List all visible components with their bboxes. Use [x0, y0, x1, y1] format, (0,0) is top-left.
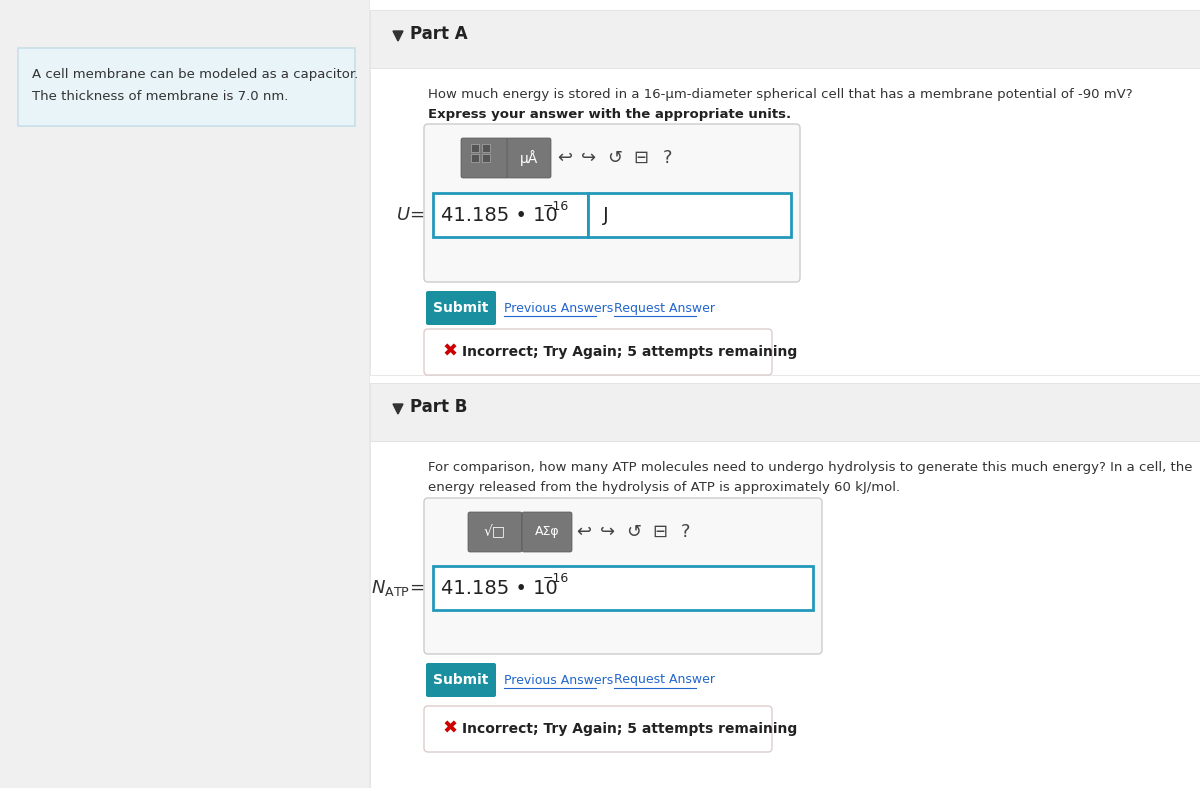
Text: √□: √□ [484, 525, 506, 539]
FancyBboxPatch shape [470, 144, 479, 152]
Text: Submit: Submit [433, 301, 488, 315]
Text: −16: −16 [542, 573, 569, 585]
Text: ✖: ✖ [442, 720, 457, 738]
FancyBboxPatch shape [588, 193, 791, 237]
FancyBboxPatch shape [470, 154, 479, 162]
Text: energy released from the hydrolysis of ATP is approximately 60 kJ/mol.: energy released from the hydrolysis of A… [428, 481, 900, 494]
Text: Part B: Part B [410, 398, 467, 416]
Text: Request Answer: Request Answer [614, 302, 715, 314]
FancyBboxPatch shape [482, 154, 490, 162]
FancyBboxPatch shape [426, 663, 496, 697]
FancyBboxPatch shape [18, 48, 355, 126]
FancyBboxPatch shape [370, 383, 1200, 441]
FancyBboxPatch shape [426, 291, 496, 325]
FancyBboxPatch shape [424, 498, 822, 654]
FancyBboxPatch shape [424, 124, 800, 282]
Text: Previous Answers: Previous Answers [504, 674, 613, 686]
Text: 41.185 • 10: 41.185 • 10 [442, 578, 558, 597]
Text: −16: −16 [542, 199, 569, 213]
Text: Express your answer with the appropriate units.: Express your answer with the appropriate… [428, 108, 791, 121]
Text: Part A: Part A [410, 25, 468, 43]
Text: ?: ? [682, 523, 691, 541]
FancyBboxPatch shape [370, 10, 1200, 68]
Text: Incorrect; Try Again; 5 attempts remaining: Incorrect; Try Again; 5 attempts remaini… [462, 722, 797, 736]
FancyBboxPatch shape [433, 566, 814, 610]
FancyBboxPatch shape [424, 329, 772, 375]
Text: ↺: ↺ [626, 523, 642, 541]
Text: Previous Answers: Previous Answers [504, 302, 613, 314]
FancyBboxPatch shape [468, 512, 522, 552]
Text: ?: ? [662, 149, 672, 167]
FancyBboxPatch shape [370, 68, 1200, 375]
Text: ⊟: ⊟ [634, 149, 648, 167]
Text: Submit: Submit [433, 673, 488, 687]
Text: For comparison, how many ATP molecules need to undergo hydrolysis to generate th: For comparison, how many ATP molecules n… [428, 461, 1193, 474]
Text: ↩: ↩ [576, 523, 592, 541]
Text: ✖: ✖ [442, 343, 457, 361]
Text: $U\!=\!$: $U\!=\!$ [396, 206, 425, 224]
Text: μÅ: μÅ [520, 150, 538, 166]
Text: The thickness of membrane is 7.0 nm.: The thickness of membrane is 7.0 nm. [32, 90, 288, 103]
Text: ⊟: ⊟ [653, 523, 667, 541]
FancyBboxPatch shape [370, 0, 1200, 788]
Text: ↩: ↩ [558, 149, 572, 167]
Text: Request Answer: Request Answer [614, 674, 715, 686]
Text: J: J [604, 206, 608, 225]
Text: $N_{\mathrm{ATP}}\!=\!$: $N_{\mathrm{ATP}}\!=\!$ [372, 578, 425, 598]
Text: Incorrect; Try Again; 5 attempts remaining: Incorrect; Try Again; 5 attempts remaini… [462, 345, 797, 359]
FancyBboxPatch shape [461, 138, 509, 178]
Text: ΑΣφ: ΑΣφ [535, 526, 559, 538]
FancyBboxPatch shape [370, 441, 1200, 788]
FancyBboxPatch shape [433, 193, 588, 237]
FancyBboxPatch shape [424, 706, 772, 752]
FancyBboxPatch shape [482, 144, 490, 152]
Text: ↪: ↪ [600, 523, 616, 541]
Text: How much energy is stored in a 16-μm-diameter spherical cell that has a membrane: How much energy is stored in a 16-μm-dia… [428, 88, 1133, 101]
Text: 41.185 • 10: 41.185 • 10 [442, 206, 558, 225]
Text: ↪: ↪ [582, 149, 596, 167]
Text: ↺: ↺ [607, 149, 623, 167]
Polygon shape [394, 31, 403, 41]
Text: A cell membrane can be modeled as a capacitor.: A cell membrane can be modeled as a capa… [32, 68, 359, 81]
Polygon shape [394, 404, 403, 414]
FancyBboxPatch shape [508, 138, 551, 178]
FancyBboxPatch shape [522, 512, 572, 552]
